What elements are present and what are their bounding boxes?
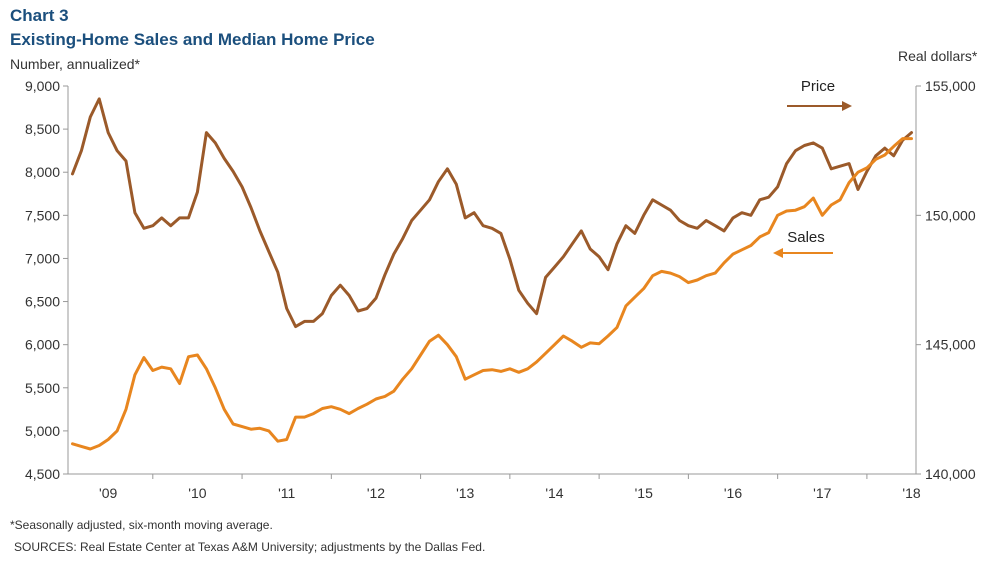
- left-tick-label: 9,000: [25, 78, 60, 94]
- x-tick-label: '13: [456, 485, 474, 501]
- left-tick-label: 5,500: [25, 380, 60, 396]
- left-axis: 4,500 5,000 5,500 6,000 6,500 7,000 7,500 8,000…: [25, 78, 69, 482]
- right-tick-label: 140,000: [925, 466, 976, 482]
- x-tick-label: '11: [278, 485, 295, 501]
- left-tick-label: 6,500: [25, 294, 60, 310]
- x-tick-label: '14: [545, 485, 563, 501]
- price-annotation-label: Price: [801, 78, 835, 95]
- x-tick-label: '12: [367, 485, 385, 501]
- x-tick-label: '17: [813, 485, 831, 501]
- chart-title: Existing-Home Sales and Median Home Pric…: [10, 30, 375, 49]
- right-axis: 140,000 145,000 150,000 155,000: [915, 78, 976, 482]
- footnote: *Seasonally adjusted, six-month moving a…: [10, 518, 273, 532]
- right-tick-label: 155,000: [925, 78, 976, 94]
- source-note: SOURCES: Real Estate Center at Texas A&M…: [14, 540, 486, 554]
- left-tick-label: 4,500: [25, 466, 60, 482]
- right-tick-label: 145,000: [925, 337, 976, 353]
- price-arrow-head: [842, 101, 852, 111]
- x-tick-label: '15: [635, 485, 653, 501]
- series-layer: [71, 97, 913, 451]
- x-tick-label: '16: [724, 485, 742, 501]
- annotation-layer: Price Sales: [773, 78, 852, 258]
- chart-number: Chart 3: [10, 6, 69, 25]
- sales-annotation-label: Sales: [787, 229, 825, 246]
- x-tick-label: '09: [99, 485, 117, 501]
- right-tick-label: 150,000: [925, 207, 976, 223]
- sales-arrow-head: [773, 248, 783, 258]
- left-tick-label: 6,000: [25, 337, 60, 353]
- price-series-line: [71, 97, 913, 329]
- x-axis: '09 '10 '11 '12 '13 '14 '15 '16 '17 '18: [68, 473, 921, 501]
- x-tick-label: '18: [902, 485, 920, 501]
- left-tick-label: 7,000: [25, 250, 60, 266]
- left-tick-label: 8,000: [25, 164, 60, 180]
- left-tick-label: 7,500: [25, 207, 60, 223]
- left-axis-unit: Number, annualized*: [10, 56, 140, 72]
- x-tick-label: '10: [188, 485, 206, 501]
- right-axis-unit: Real dollars*: [898, 48, 978, 64]
- left-tick-label: 5,000: [25, 423, 60, 439]
- left-tick-label: 8,500: [25, 121, 60, 137]
- sales-series-line: [71, 137, 913, 451]
